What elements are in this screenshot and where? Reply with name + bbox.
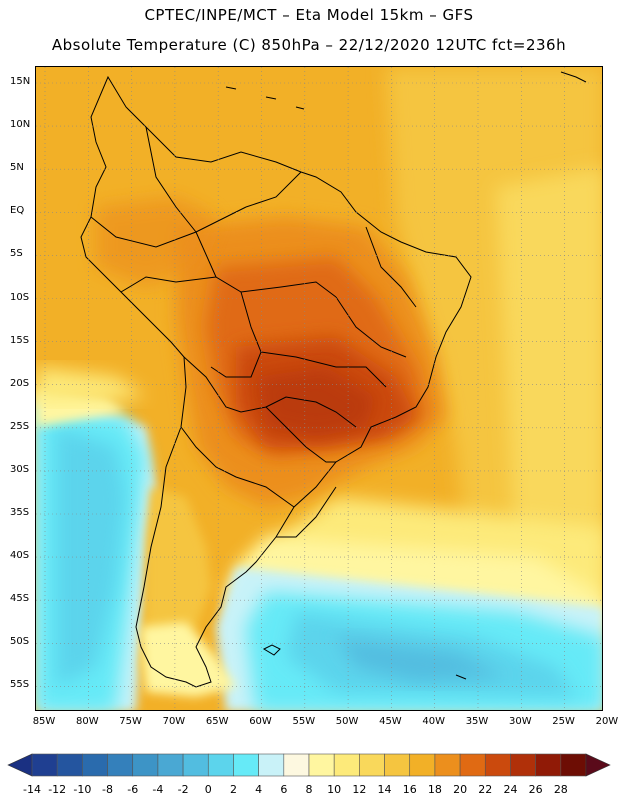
colorbar-tick-label: 18 [427,783,442,796]
latitude-label: 15S [10,334,30,346]
latitude-label: 10N [10,119,31,131]
longitude-label: 85W [32,716,56,727]
latitude-label: 5S [10,248,23,260]
colorbar-tick-label: 10 [327,783,342,796]
colorbar-tick-label: 14 [377,783,392,796]
map-title-line-1: CPTEC/INPE/MCT – Eta Model 15km – GFS [144,6,474,24]
colorbar-swatch [233,753,259,777]
latitude-label: 45S [10,593,30,605]
colorbar-swatch [207,753,234,777]
colorbar-tick-label: -2 [177,783,189,796]
colorbar-tick-label: 6 [280,783,288,796]
longitude-label: 65W [205,716,229,727]
colorbar-swatch [384,753,411,777]
colorbar-swatch [333,753,360,777]
longitude-label: 55W [292,716,316,727]
latitude-label: 50S [10,636,30,648]
colorbar-tick-label: -6 [127,783,139,796]
longitude-label: 40W [422,716,445,727]
colorbar-tick-label: 22 [478,783,493,796]
colorbar-tick-label: 12 [352,783,367,796]
longitude-label: 70W [162,716,186,727]
colorbar-swatch [31,753,58,777]
temperature-map [35,66,603,711]
colorbar-swatch [459,753,486,777]
colorbar-low-arrow [7,753,33,777]
colorbar-tick-label: 24 [503,783,518,796]
map-title-line-2: Absolute Temperature (C) 850hPa – 22/12/… [51,36,567,54]
latitude-label: 20S [10,377,30,389]
colorbar-tick-label: -12 [48,783,67,796]
colorbar-swatch [56,753,83,777]
longitude-label: 35W [465,716,489,727]
colorbar-tick-label: 2 [229,783,237,796]
colorbar-swatch [484,753,511,777]
colorbar-swatch [258,753,285,777]
colorbar-tick-label: -10 [73,783,92,796]
colorbar-tick-label: 16 [402,783,417,796]
colorbar-swatch [308,753,335,777]
colorbar-swatch [359,753,385,777]
colorbar-tick-label: 4 [255,783,263,796]
longitude-label: 60W [249,716,272,727]
longitude-label: 20W [595,716,618,727]
colorbar-swatch [434,753,461,777]
latitude-label: 25S [10,420,30,432]
temperature-field [36,67,602,710]
colorbar-tick-label: -8 [102,783,114,796]
longitude-label: 45W [379,716,402,727]
latitude-label: 15N [10,76,31,87]
colorbar-tick-label: -4 [152,783,164,796]
colorbar-swatch [132,753,159,777]
colorbar-swatch [107,753,134,777]
colorbar-tick-label: 26 [528,783,543,796]
colorbar-swatch [157,753,184,777]
colorbar-tick-label: 8 [305,783,313,796]
latitude-label: 10S [10,291,30,303]
colorbar-tick-label: 20 [453,783,468,796]
graticule [36,67,602,710]
colorbar-swatch [560,753,587,777]
longitude-label: 75W [119,716,142,727]
latitude-label: EQ [10,205,25,217]
colorbar-swatch [182,753,209,777]
colorbar-tick-label: -14 [23,783,41,796]
longitude-label: 30W [508,716,532,727]
temperature-colorbar [7,753,611,777]
colorbar-swatch [82,753,108,777]
colorbar-tick-label: 28 [553,783,568,796]
colorbar-swatch [510,753,536,777]
latitude-label: 30S [10,463,30,475]
colorbar-swatch [409,753,436,777]
longitude-label: 50W [335,716,359,727]
longitude-label: 25W [552,716,575,727]
latitude-label: 55S [10,679,30,691]
colorbar-tick-label: 0 [204,783,212,796]
colorbar-swatch [283,753,310,777]
colorbar-swatch [535,753,562,777]
latitude-label: 35S [10,507,30,518]
colorbar-high-arrow [585,753,611,777]
longitude-label: 80W [75,716,99,727]
latitude-label: 5N [10,162,24,174]
latitude-label: 40S [10,550,30,562]
